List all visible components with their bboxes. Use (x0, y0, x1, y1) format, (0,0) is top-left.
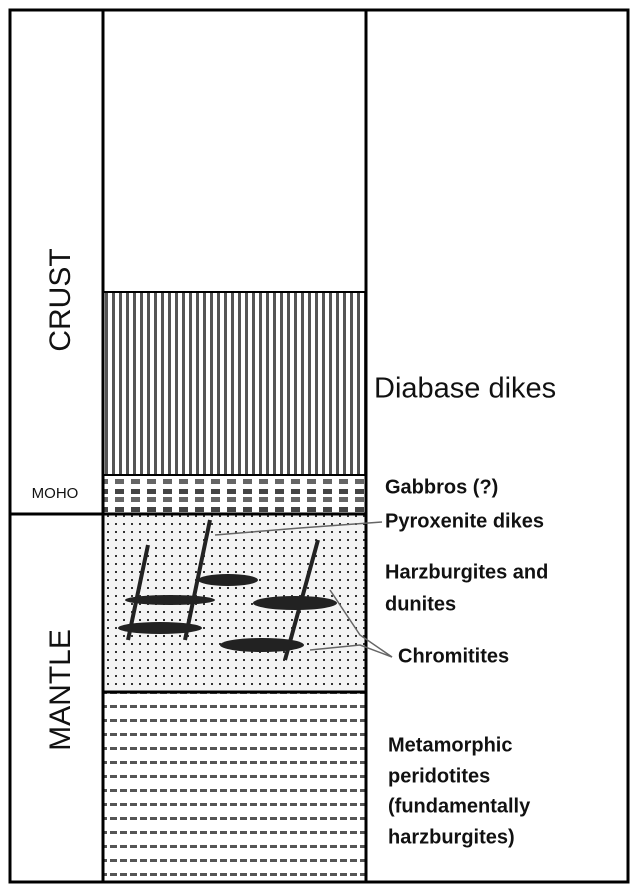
unit-label: (fundamentally (388, 795, 531, 817)
unit-label: Chromitites (398, 645, 509, 667)
unit-label: Harzburgites and (385, 561, 548, 583)
unit-label: Gabbros (?) (385, 476, 498, 498)
peridotite-layer (103, 692, 366, 882)
layers (103, 292, 366, 882)
pyroxenite-dikes (126, 519, 320, 661)
leader-lines (214, 521, 393, 658)
moho-label: MOHO (32, 485, 79, 502)
gabbro-layer (103, 475, 366, 512)
crust-label: CRUST (44, 248, 77, 351)
unit-label: Diabase dikes (374, 373, 556, 405)
diabase-layer (103, 292, 366, 475)
unit-label: dunites (385, 593, 456, 615)
unit-label: Metamorphic (388, 734, 512, 756)
unit-label: harzburgites) (388, 826, 515, 848)
frame (8, 8, 630, 884)
unit-label: Pyroxenite dikes (385, 510, 544, 532)
mantle-label: MANTLE (44, 629, 77, 751)
unit-label: peridotites (388, 765, 490, 787)
